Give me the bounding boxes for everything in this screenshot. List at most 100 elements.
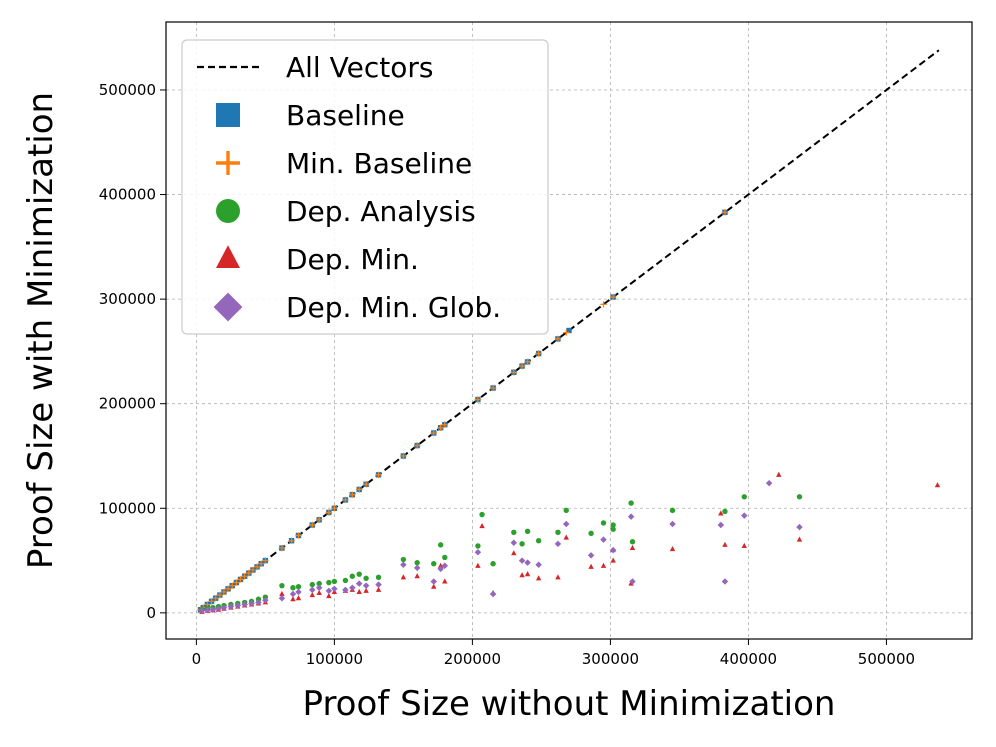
- data-point-dep-min: [555, 574, 561, 580]
- data-point-min-baseline: [430, 429, 437, 437]
- data-point-dep-analysis: [475, 543, 481, 549]
- data-point-dep-analysis: [290, 585, 296, 591]
- y-tick-label: 300000: [99, 290, 156, 308]
- data-point-dep-min: [776, 471, 782, 477]
- data-point-dep-min-glob: [342, 586, 349, 594]
- data-point-dep-min-glob: [518, 557, 526, 564]
- data-point-dep-min: [563, 534, 569, 540]
- data-point-min-baseline: [535, 350, 542, 357]
- data-point-min-baseline: [220, 588, 228, 596]
- data-point-dep-analysis: [519, 541, 525, 547]
- data-point-dep-analysis: [610, 526, 616, 532]
- data-point-dep-min-glob: [474, 548, 482, 556]
- x-tick-label: 100000: [306, 650, 363, 668]
- data-point-dep-min: [629, 544, 636, 551]
- data-point-min-baseline: [609, 293, 617, 301]
- data-point-dep-analysis: [741, 494, 747, 500]
- data-point-dep-min: [431, 583, 437, 589]
- data-point-dep-min-glob: [554, 540, 562, 548]
- data-point-dep-min-glob: [400, 561, 407, 568]
- data-point-dep-analysis: [342, 577, 349, 584]
- data-point-dep-min: [316, 589, 322, 596]
- data-point-min-baseline: [233, 579, 240, 586]
- data-point-min-baseline: [474, 396, 482, 403]
- data-point-dep-min: [295, 595, 302, 601]
- data-point-dep-min-glob: [669, 520, 676, 528]
- data-point-min-baseline: [356, 486, 363, 493]
- data-point-min-baseline: [288, 537, 295, 544]
- data-point-min-baseline: [489, 384, 497, 392]
- legend-label: All Vectors: [286, 51, 433, 84]
- data-point-dep-analysis: [669, 507, 676, 514]
- data-point-min-baseline: [212, 595, 219, 602]
- data-point-min-baseline: [295, 532, 302, 539]
- data-point-dep-analysis: [442, 554, 448, 561]
- series-dep-min-glob: [198, 479, 803, 615]
- data-point-dep-analysis: [600, 520, 607, 526]
- data-point-dep-min-glob: [331, 585, 338, 593]
- data-point-dep-min-glob: [609, 546, 617, 554]
- data-point-dep-min: [741, 542, 747, 548]
- data-point-dep-analysis: [628, 500, 634, 506]
- x-tick-label: 500000: [858, 650, 915, 668]
- data-point-min-baseline: [524, 358, 531, 366]
- legend-marker: [216, 103, 240, 127]
- data-point-dep-analysis: [629, 539, 636, 545]
- legend-marker: [216, 199, 240, 223]
- data-point-dep-analysis: [316, 580, 322, 587]
- legend-box: [181, 39, 549, 335]
- legend-marker: [216, 245, 240, 268]
- data-point-dep-min-glob: [413, 564, 421, 572]
- data-point-dep-analysis: [796, 494, 803, 500]
- data-point-dep-min-glob: [227, 603, 235, 610]
- legend-marker: [213, 292, 243, 322]
- data-point-min-baseline: [249, 566, 257, 574]
- data-point-dep-min-glob: [629, 578, 636, 585]
- data-point-dep-min: [279, 590, 285, 597]
- data-point-min-baseline: [554, 335, 562, 343]
- data-point-dep-min: [309, 591, 315, 598]
- data-point-dep-min-glob: [765, 479, 773, 487]
- data-points: [197, 209, 941, 615]
- data-point-min-baseline: [278, 544, 286, 552]
- data-point-dep-min-glob: [441, 562, 449, 570]
- data-point-min-baseline: [362, 481, 370, 488]
- data-point-dep-min: [718, 510, 724, 516]
- data-point-dep-min-glob: [255, 599, 262, 606]
- data-point-dep-analysis: [356, 571, 362, 577]
- data-point-min-baseline: [229, 582, 236, 589]
- data-point-dep-analysis: [363, 575, 369, 582]
- data-point-dep-min-glob: [325, 587, 333, 595]
- data-point-min-baseline: [563, 329, 570, 336]
- data-point-dep-min: [442, 578, 448, 584]
- data-point-dep-min-glob: [489, 590, 497, 598]
- data-point-baseline: [566, 327, 572, 334]
- data-point-dep-analysis: [349, 573, 356, 579]
- data-point-dep-min-glob: [627, 513, 635, 520]
- data-point-dep-min: [934, 482, 941, 488]
- y-tick-label: 400000: [99, 186, 156, 204]
- data-point-min-baseline: [241, 573, 248, 580]
- data-point-dep-min-glob: [587, 552, 595, 559]
- x-tick-label: 200000: [444, 650, 501, 668]
- data-point-min-baseline: [342, 496, 349, 504]
- data-point-dep-min-glob: [721, 578, 729, 585]
- data-point-dep-min: [414, 573, 420, 579]
- data-point-dep-min-glob: [717, 521, 725, 529]
- y-tick-label: 0: [146, 604, 156, 622]
- data-point-dep-min: [356, 588, 362, 594]
- y-tick-label: 200000: [99, 395, 156, 413]
- data-point-dep-min: [610, 557, 616, 563]
- data-point-dep-min-glob: [430, 578, 437, 585]
- data-point-dep-min-glob: [241, 601, 248, 608]
- data-point-dep-min-glob: [437, 565, 444, 573]
- data-point-dep-min-glob: [220, 604, 228, 611]
- data-point-dep-min: [400, 574, 407, 580]
- x-tick-label: 300000: [582, 650, 639, 668]
- data-point-dep-min: [511, 550, 517, 556]
- data-point-dep-analysis: [479, 511, 485, 518]
- data-point-dep-min-glob: [234, 602, 242, 609]
- data-point-dep-min-glob: [309, 586, 316, 594]
- data-point-dep-min-glob: [375, 581, 382, 588]
- data-point-dep-min: [600, 562, 607, 568]
